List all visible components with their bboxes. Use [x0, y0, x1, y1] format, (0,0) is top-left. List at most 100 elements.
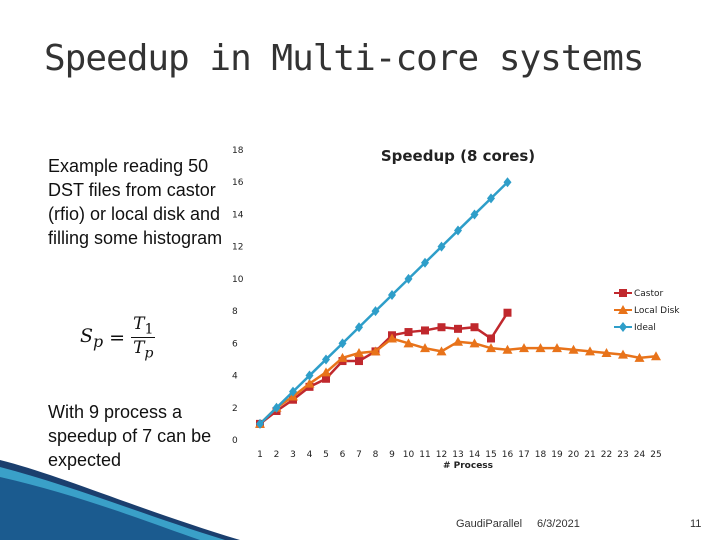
footer-page-number: 11 — [690, 518, 702, 530]
data-point — [337, 352, 348, 362]
data-point — [404, 328, 413, 337]
y-tick-label: 0 — [232, 436, 238, 446]
chart-legend: Castor Local Disk Ideal — [614, 289, 680, 333]
series-ideal — [256, 177, 512, 429]
data-point — [503, 177, 512, 188]
data-point — [519, 343, 529, 353]
x-tick-label: 18 — [535, 450, 547, 460]
x-tick-label: 13 — [452, 450, 463, 460]
data-point — [421, 326, 429, 335]
data-point — [470, 323, 479, 332]
formula-lhs: S — [80, 324, 94, 347]
data-point — [487, 193, 495, 204]
data-point — [618, 349, 628, 359]
x-tick-label: 11 — [419, 450, 430, 460]
x-tick-label: 17 — [518, 450, 529, 460]
data-point — [321, 367, 331, 377]
legend-label: Ideal — [634, 323, 656, 333]
data-point — [619, 322, 627, 332]
decorative-swoosh — [0, 460, 240, 540]
data-point — [355, 357, 363, 366]
data-point — [338, 338, 347, 349]
y-tick-label: 8 — [232, 307, 238, 317]
data-point — [568, 344, 579, 354]
data-point — [322, 374, 330, 383]
x-tick-label: 23 — [617, 450, 628, 460]
data-point — [354, 348, 364, 357]
x-tick-label: 15 — [485, 450, 496, 460]
data-point — [256, 418, 264, 429]
x-tick-label: 4 — [307, 450, 313, 460]
y-tick-label: 14 — [232, 210, 244, 220]
formula-numerator: T — [133, 314, 145, 334]
data-point — [355, 322, 363, 333]
legend-label: Castor — [634, 289, 664, 299]
x-tick-label: 9 — [389, 450, 395, 460]
x-tick-label: 20 — [568, 450, 580, 460]
x-tick-label: 16 — [502, 450, 514, 460]
data-point — [421, 257, 429, 268]
data-point — [387, 333, 397, 343]
x-tick-label: 25 — [650, 450, 661, 460]
data-point — [552, 343, 562, 353]
x-tick-label: 6 — [340, 450, 346, 460]
data-point — [304, 378, 315, 388]
y-tick-label: 6 — [232, 339, 238, 349]
speedup-conclusion: With 9 process a speedup of 7 can be exp… — [48, 402, 212, 470]
example-description: Example reading 50 DST files from castor… — [48, 156, 223, 248]
legend-label: Local Disk — [634, 306, 680, 316]
x-tick-label: 5 — [323, 450, 329, 460]
x-axis-label: # Process — [443, 461, 493, 471]
data-point — [619, 289, 627, 297]
formula-lhs-sub: p — [93, 331, 104, 351]
data-point — [420, 343, 430, 353]
data-point — [437, 323, 446, 332]
chart-series — [255, 177, 661, 429]
data-point — [289, 386, 297, 397]
y-tick-label: 18 — [232, 146, 244, 156]
data-point — [470, 209, 479, 220]
series-line — [259, 312, 509, 425]
series-castor — [256, 308, 512, 428]
data-point — [535, 343, 546, 353]
data-point — [487, 334, 495, 343]
formula-numerator-sub: 1 — [144, 321, 154, 338]
data-point — [634, 352, 645, 362]
data-point — [601, 348, 612, 357]
data-point — [436, 346, 447, 356]
x-tick-label: 1 — [257, 450, 263, 460]
slide-title: Speedup in Multi-core systems — [44, 38, 645, 79]
data-point — [272, 402, 281, 413]
x-tick-label: 14 — [469, 450, 481, 460]
y-tick-label: 2 — [232, 404, 238, 414]
footer-date: 6/3/2021 — [537, 518, 580, 530]
data-point — [388, 290, 396, 300]
data-point — [322, 354, 330, 365]
x-tick-label: 12 — [436, 450, 447, 460]
x-tick-label: 7 — [356, 450, 362, 460]
x-tick-label: 10 — [403, 450, 415, 460]
data-point — [454, 324, 462, 333]
y-tick-label: 10 — [232, 275, 244, 285]
data-point — [618, 305, 628, 314]
data-point — [469, 338, 480, 348]
y-tick-label: 16 — [232, 178, 244, 188]
footer-organization: GaudiParallel — [456, 518, 523, 530]
formula-denominator-sub: p — [144, 345, 154, 362]
speedup-formula: Sp = T1 Tp — [80, 314, 156, 362]
x-tick-label: 8 — [373, 450, 379, 460]
data-point — [651, 351, 661, 361]
series-line — [259, 181, 509, 425]
x-tick-label: 21 — [584, 450, 595, 460]
data-point — [305, 370, 314, 381]
data-point — [454, 225, 462, 236]
formula-fraction: T1 Tp — [131, 314, 156, 362]
x-tick-label: 2 — [274, 450, 280, 460]
data-point — [437, 241, 446, 252]
chart-title: Speedup (8 cores) — [381, 147, 535, 165]
data-point — [453, 336, 463, 346]
data-point — [404, 273, 413, 284]
y-tick-label: 4 — [232, 372, 238, 382]
